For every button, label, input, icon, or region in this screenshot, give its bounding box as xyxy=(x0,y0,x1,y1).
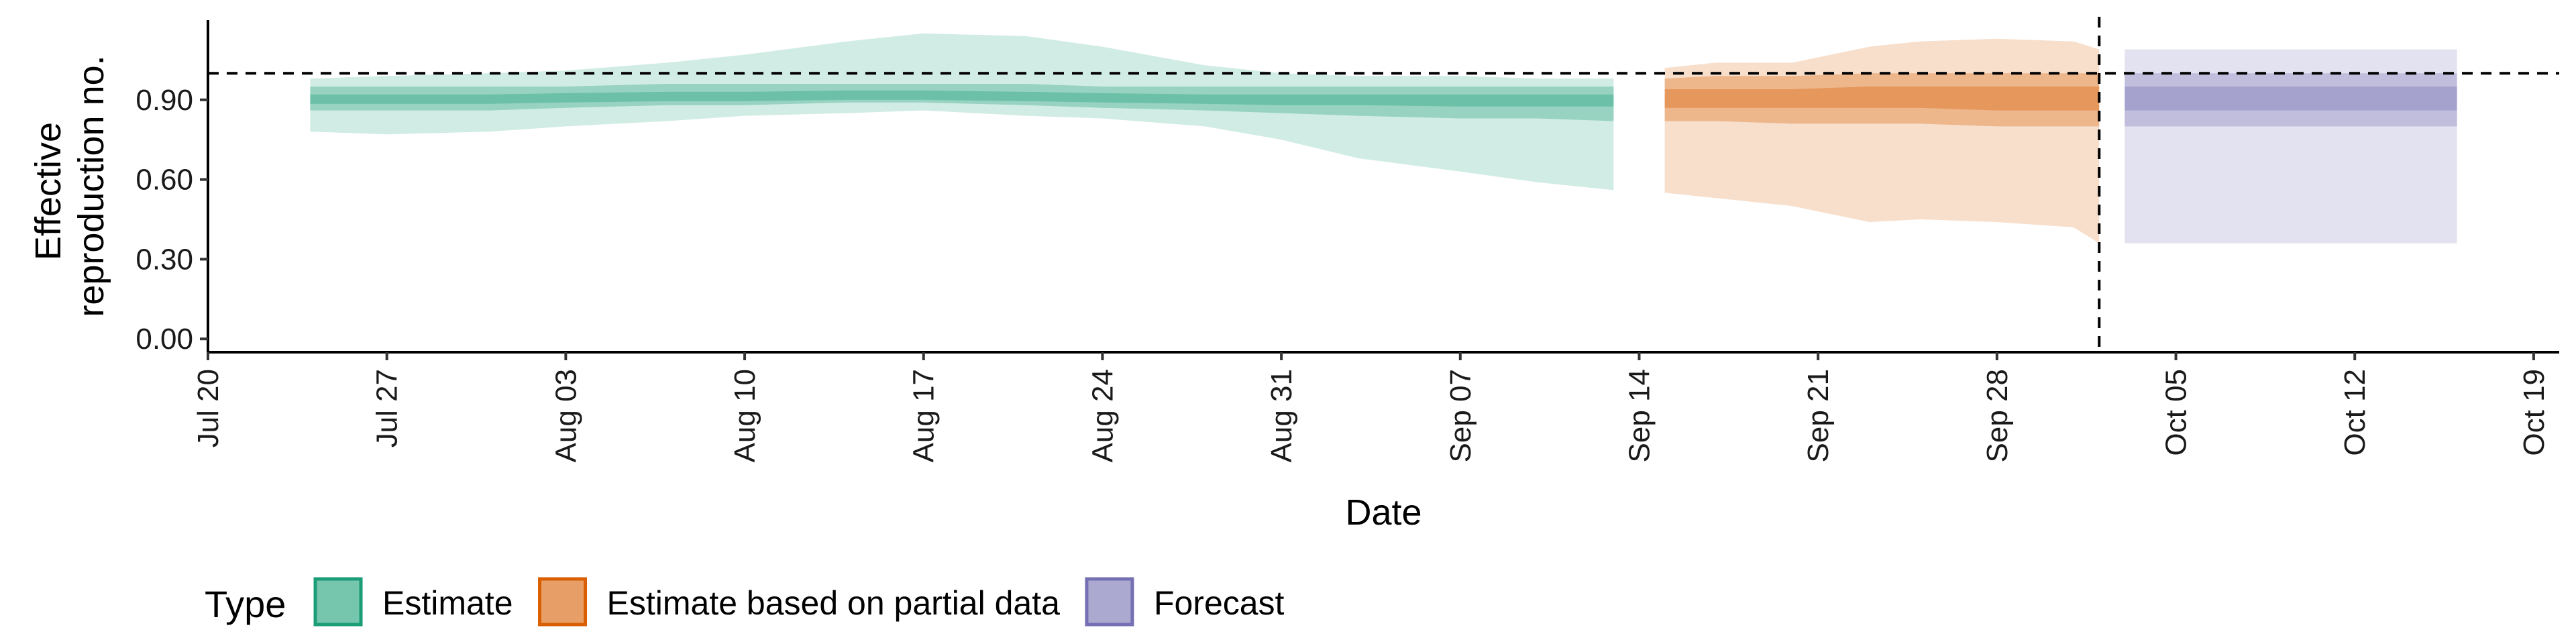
ribbon-90-estimate xyxy=(310,33,1614,191)
y-axis-title: Effective reproduction no. xyxy=(28,55,111,317)
x-tick-label: Sep 21 xyxy=(1802,369,1835,462)
x-tick-label: Aug 10 xyxy=(729,369,761,462)
reference-lines xyxy=(208,17,2559,352)
x-tick-label: Sep 14 xyxy=(1623,369,1656,462)
x-tick-label: Sep 28 xyxy=(1981,369,2014,462)
x-tick-label: Aug 17 xyxy=(908,369,941,462)
y-ticks: 0.00 0.30 0.60 0.90 xyxy=(136,84,208,356)
legend-label-forecast: Forecast xyxy=(1154,584,1285,622)
y-tick-label: 0.60 xyxy=(136,164,193,197)
x-tick-label: Jul 20 xyxy=(192,369,225,447)
legend-label-estimate: Estimate xyxy=(382,584,513,622)
ribbon-50-estimate xyxy=(310,84,1614,121)
y-axis-title-line-2: reproduction no. xyxy=(71,55,111,317)
x-axis-title: Date xyxy=(1345,492,1421,533)
series-estimate-based-on-partial-data xyxy=(1664,38,2100,244)
series-forecast xyxy=(2125,49,2457,244)
x-tick-label: Jul 27 xyxy=(371,369,404,447)
ribbon-50-forecast xyxy=(2125,73,2457,127)
ribbons-layer xyxy=(310,33,2457,244)
legend-item-estimate: Estimate xyxy=(313,577,513,627)
axes xyxy=(207,20,2559,354)
x-tick-label: Oct 12 xyxy=(2339,369,2371,456)
legend-title: Type xyxy=(205,583,286,625)
legend-key-estimate xyxy=(313,577,363,627)
legend-item-forecast: Forecast xyxy=(1085,577,1285,627)
ribbon-20-forecast xyxy=(2125,87,2457,111)
ribbon-50-estimate-based-on-partial-data xyxy=(1664,73,2100,127)
ribbon-90-forecast xyxy=(2125,49,2457,244)
legend-item-estimate-based-on-partial-data: Estimate based on partial data xyxy=(538,577,1061,627)
y-tick-label: 0.90 xyxy=(136,84,193,117)
y-axis-title-line-1: Effective xyxy=(28,122,68,260)
legend: Type Estimate Estimate based on partial d… xyxy=(205,577,1285,627)
x-tick-label: Aug 24 xyxy=(1086,369,1119,462)
ribbon-90-estimate-based-on-partial-data xyxy=(1664,38,2100,244)
ribbon-20-estimate-based-on-partial-data xyxy=(1664,87,2100,111)
legend-items: Estimate Estimate based on partial data Fo… xyxy=(313,577,1285,627)
ribbon-20-estimate xyxy=(310,90,1614,107)
x-tick-label: Aug 31 xyxy=(1265,369,1298,462)
x-tick-label: Oct 19 xyxy=(2518,369,2551,456)
y-tick-label: 0.00 xyxy=(136,323,193,356)
x-tick-label: Sep 07 xyxy=(1444,369,1477,462)
legend-label-estimate-based-on-partial-data: Estimate based on partial data xyxy=(607,584,1061,622)
legend-key-forecast xyxy=(1085,577,1134,627)
series-estimate xyxy=(310,33,1614,191)
x-ticks: Jul 20 Jul 27 Aug 03 Aug 10 Aug 17 Aug 24 Aug … xyxy=(192,352,2551,462)
legend-key-estimate-based-on-partial-data xyxy=(538,577,588,627)
x-tick-label: Aug 03 xyxy=(549,369,582,462)
x-tick-label: Oct 05 xyxy=(2160,369,2193,456)
y-tick-label: 0.30 xyxy=(136,243,193,276)
